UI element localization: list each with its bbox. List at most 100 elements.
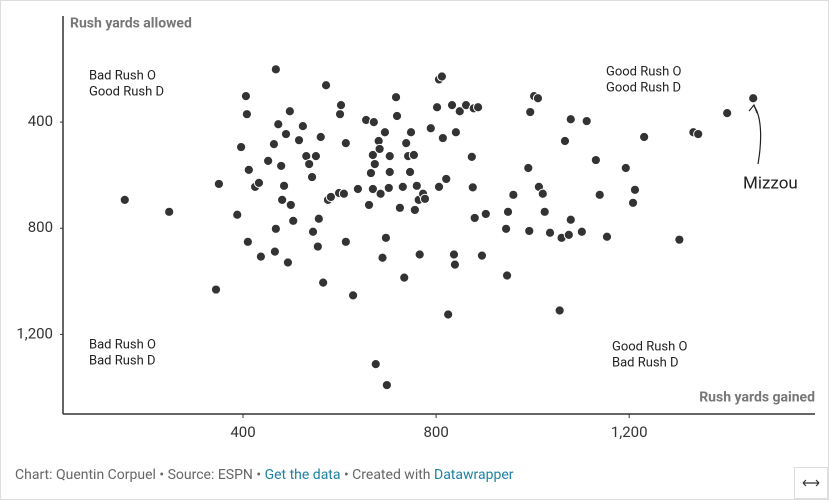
y-axis-title: Rush yards allowed <box>70 16 192 32</box>
point <box>437 132 448 144</box>
point <box>273 119 284 130</box>
point <box>524 225 535 237</box>
point <box>627 197 639 208</box>
point <box>500 223 512 234</box>
point <box>318 277 329 288</box>
x-tick-label: 800 <box>423 423 448 441</box>
point <box>436 71 447 82</box>
point <box>236 141 247 153</box>
point <box>255 251 266 262</box>
point <box>446 100 458 111</box>
point <box>467 182 478 193</box>
point <box>347 290 359 301</box>
point <box>590 154 601 166</box>
point <box>288 215 299 226</box>
point <box>433 181 445 192</box>
point <box>559 135 571 147</box>
point <box>594 189 605 200</box>
point <box>472 102 484 113</box>
point <box>525 106 536 118</box>
footer-text: • Created with <box>340 467 434 483</box>
point <box>369 158 380 170</box>
point <box>391 110 403 122</box>
footer-link[interactable]: Datawrapper <box>434 467 514 483</box>
point <box>242 236 253 247</box>
quadrant-label: Good Rush D <box>606 80 681 95</box>
point <box>306 171 318 183</box>
point <box>352 183 364 195</box>
y-tick-label: 1,200 <box>16 324 53 342</box>
point <box>293 135 305 146</box>
point <box>581 115 592 127</box>
point <box>425 123 436 134</box>
point <box>284 106 295 117</box>
point <box>363 199 375 211</box>
point <box>383 182 394 194</box>
point <box>334 109 346 120</box>
point <box>466 151 477 162</box>
point <box>431 102 443 113</box>
point <box>377 252 388 263</box>
point <box>501 270 513 281</box>
point <box>307 226 319 237</box>
point <box>408 149 420 161</box>
highlight-arrow <box>753 105 762 165</box>
x-axis-title: Rush yards gained <box>699 390 815 406</box>
point <box>399 272 410 283</box>
point <box>325 191 336 203</box>
point <box>384 150 395 162</box>
point <box>409 204 420 216</box>
point <box>240 91 252 102</box>
quadrant-label: Bad Rush O <box>89 68 156 83</box>
point <box>419 193 431 204</box>
quadrant-label: Good Rush O <box>612 339 688 354</box>
point <box>537 188 548 199</box>
point <box>454 106 465 117</box>
point <box>449 259 461 270</box>
point <box>338 188 350 199</box>
point <box>544 227 556 238</box>
point <box>340 236 351 247</box>
point <box>269 246 280 257</box>
point <box>441 173 452 185</box>
point <box>469 212 480 224</box>
point <box>563 229 574 240</box>
point <box>340 137 351 149</box>
point <box>280 128 292 140</box>
point <box>365 167 377 179</box>
point <box>380 232 392 243</box>
x-tick-label: 400 <box>230 423 255 441</box>
point <box>310 150 322 162</box>
point <box>443 309 454 320</box>
point <box>748 93 759 104</box>
point <box>394 202 406 213</box>
quadrant-label: Bad Rush D <box>89 353 156 368</box>
point <box>315 131 326 143</box>
point <box>448 249 460 260</box>
point <box>253 177 265 188</box>
point <box>411 180 422 191</box>
point <box>320 80 332 91</box>
point <box>554 305 565 316</box>
point <box>164 206 175 217</box>
point <box>722 108 733 119</box>
point <box>276 160 287 172</box>
point <box>390 92 402 103</box>
point <box>620 162 631 174</box>
point <box>297 121 308 132</box>
point <box>565 114 576 125</box>
point <box>502 206 514 217</box>
point <box>523 162 534 174</box>
highlight-label: Mizzou <box>743 173 798 193</box>
point <box>374 143 385 155</box>
point <box>270 64 281 75</box>
point <box>384 166 395 178</box>
point <box>119 194 130 205</box>
arrow-head <box>748 103 758 114</box>
point <box>532 93 544 104</box>
point <box>210 284 222 295</box>
expand-button[interactable] <box>794 467 828 499</box>
point <box>508 189 519 200</box>
footer-link[interactable]: Get the data <box>264 467 341 483</box>
